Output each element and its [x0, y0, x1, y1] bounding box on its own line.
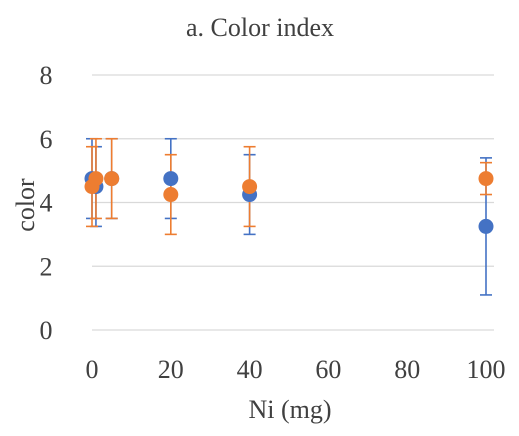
- y-tick-label: 2: [40, 252, 53, 281]
- data-point: [88, 171, 104, 187]
- y-axis-label: color: [11, 178, 40, 232]
- y-tick-label: 6: [40, 125, 53, 154]
- data-point: [163, 171, 179, 187]
- x-axis-label: Ni (mg): [248, 395, 331, 424]
- data-points: [84, 171, 494, 234]
- x-axis-ticks: 0 20 40 60 80 100: [86, 355, 506, 384]
- x-tick-label: 40: [237, 355, 263, 384]
- data-point: [104, 171, 120, 187]
- x-tick-label: 80: [394, 355, 420, 384]
- y-tick-label: 0: [40, 316, 53, 345]
- data-point: [478, 218, 494, 234]
- data-point: [242, 179, 258, 195]
- gridlines: [92, 74, 494, 331]
- x-tick-label: 0: [86, 355, 99, 384]
- y-tick-label: 4: [40, 189, 53, 218]
- chart-title: a. Color index: [186, 13, 334, 42]
- data-point: [163, 187, 179, 203]
- data-point: [478, 171, 494, 187]
- x-tick-label: 20: [158, 355, 184, 384]
- x-tick-label: 60: [315, 355, 341, 384]
- y-tick-label: 8: [40, 61, 53, 90]
- y-axis-ticks: 0 2 4 6 8: [40, 61, 53, 345]
- x-tick-label: 100: [467, 355, 506, 384]
- error-bars: [86, 137, 492, 296]
